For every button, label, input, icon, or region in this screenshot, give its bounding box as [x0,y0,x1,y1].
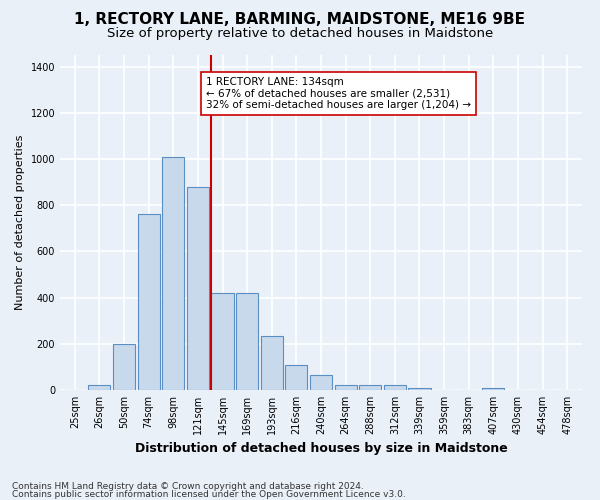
Bar [137,214,160,390]
Bar [335,386,357,390]
Bar [285,364,307,390]
Text: Contains HM Land Registry data © Crown copyright and database right 2024.: Contains HM Land Registry data © Crown c… [12,482,364,491]
X-axis label: Distribution of detached houses by size in Maidstone: Distribution of detached houses by size … [134,442,508,456]
Bar [162,156,184,390]
Bar [482,388,505,390]
Y-axis label: Number of detached properties: Number of detached properties [15,135,25,310]
Text: Contains public sector information licensed under the Open Government Licence v3: Contains public sector information licen… [12,490,406,499]
Bar [384,386,406,390]
Text: Size of property relative to detached houses in Maidstone: Size of property relative to detached ho… [107,28,493,40]
Text: 1, RECTORY LANE, BARMING, MAIDSTONE, ME16 9BE: 1, RECTORY LANE, BARMING, MAIDSTONE, ME1… [74,12,526,28]
Bar [409,388,431,390]
Bar [88,386,110,390]
Bar [113,344,135,390]
Bar [211,293,233,390]
Bar [359,386,382,390]
Bar [260,336,283,390]
Bar [236,293,258,390]
Text: 1 RECTORY LANE: 134sqm
← 67% of detached houses are smaller (2,531)
32% of semi-: 1 RECTORY LANE: 134sqm ← 67% of detached… [206,77,471,110]
Bar [310,375,332,390]
Bar [187,186,209,390]
